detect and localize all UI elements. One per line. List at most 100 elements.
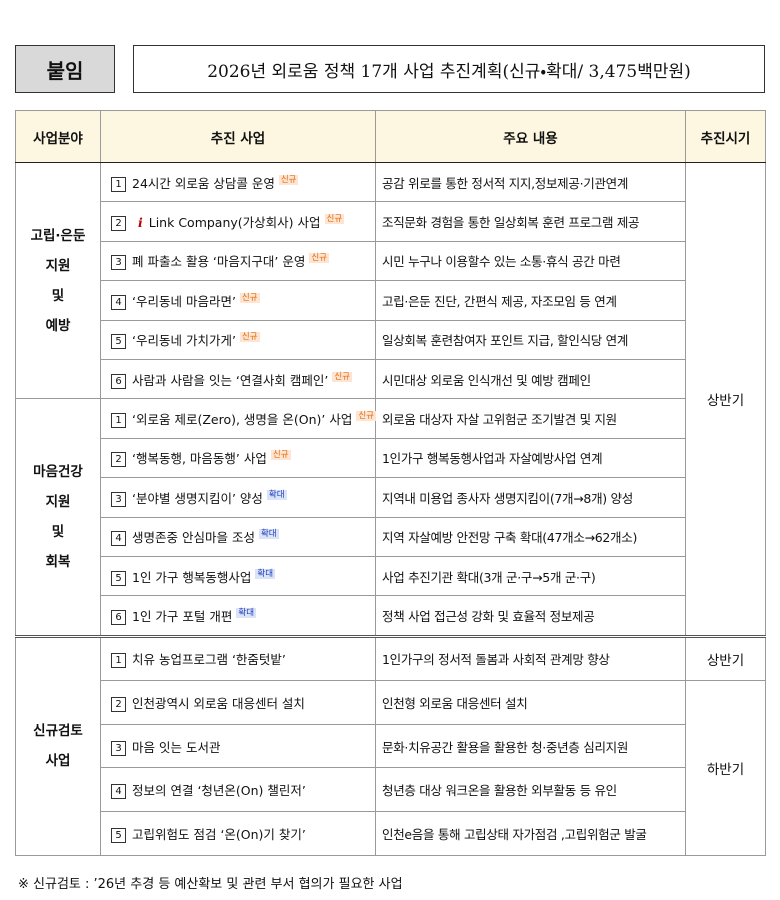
tag: 확대 [266, 489, 287, 500]
project-name: 24시간 외로움 상담콜 운영 [132, 175, 275, 191]
table-row: 4 정보의 연결 ‘청년온(On) 챌린저’ 청년층 대상 워크온을 활용한 외부활… [16, 767, 766, 813]
table-row: 4 ‘우리동네 마음라면’ 신규 고립·은둔 진단, 간편식 제공, 자조모임 등 연… [16, 280, 766, 321]
tag: 신규 [332, 371, 352, 382]
field-line: 및 [51, 287, 65, 304]
tag: 신규 [270, 450, 291, 461]
project-name: Link Company(가상회사) 사업 [148, 215, 321, 231]
content-cell: 인천e음을 통해 고립상태 자가점검 ,고립위험군 발굴 [375, 811, 686, 856]
project-cell: 2 인천광역시 외로움 대응센터 설치 [100, 680, 376, 725]
tag: 신규 [324, 214, 345, 225]
field-line: 회복 [45, 554, 71, 571]
table-row: 3 ‘분야별 생명지킴이’ 양성 확대 지역내 미용업 종사자 생명지킴이(7개→8개… [16, 477, 766, 518]
period-cell: 하반기 [685, 680, 766, 856]
item-number: 4 [111, 294, 126, 310]
content-cell: 조직문화 경험을 통한 일상회복 훈련 프로그램 제공 [375, 201, 686, 242]
content-cell: 시민대상 외로움 인식개선 및 예방 캠페인 [375, 358, 686, 400]
content-cell: 지역 자살예방 안전망 구축 확대(47개소→62개소) [375, 516, 686, 557]
content-cell: 시민 누구나 이용할수 있는 소통·휴식 공간 마련 [375, 240, 686, 282]
field-line: 마음건강 [33, 464, 83, 481]
icon: i [138, 215, 143, 231]
tag: 확대 [255, 568, 276, 579]
table-row: 신규검토 사업 1 치유 농업프로그램 ‘한줌텃밭’ 1인가구의 정서적 돌봄과 사회적… [15, 634, 766, 856]
table-row: 마음건강 지원 및 회복 1 ‘외로움 제로(Zero), 생명을 온(On)’ 사업 신규… [15, 398, 766, 637]
content-cell: 공감 위로를 통한 정서적 지지,정보제공·기관연계 [375, 161, 686, 203]
project-cell: 3 마음 잇는 도서관 [100, 723, 376, 769]
column-header: 추진 사업 [100, 110, 376, 163]
project-cell: 5 고립위험도 점검 ‘온(On)기 찾기’ [100, 811, 376, 856]
item-number: 1 [111, 653, 126, 669]
content-cell: 사업 추진기관 확대(3개 군·구→5개 군·구) [375, 555, 686, 597]
table-row: 5 1인 가구 행복동행사업 확대 사업 추진기관 확대(3개 군·구→5개 군·구) [16, 555, 766, 597]
table-row: 2 ‘행복동행, 마음동행’ 사업 신규 1인가구 행복동행사업과 자살예방사업 연계 [16, 437, 766, 479]
project-name: ‘우리동네 가치가게’ [132, 333, 236, 349]
project-name: ‘우리동네 마음라면’ [132, 293, 236, 309]
tag: 확대 [236, 607, 257, 618]
field-line: 및 [51, 524, 65, 541]
project-name: 인천광역시 외로움 대응센터 설치 [132, 696, 305, 712]
content-cell: 1인가구 행복동행사업과 자살예방사업 연계 [375, 437, 686, 479]
table-row: 2 인천광역시 외로움 대응센터 설치 인천형 외로움 대응센터 설치 하반기 [16, 680, 766, 856]
item-number: 6 [111, 609, 126, 625]
field-line: 예방 [45, 317, 71, 334]
item-number: 3 [111, 491, 126, 507]
field-line: 지원 [45, 257, 71, 274]
content-cell: 지역내 미용업 종사자 생명지킴이(7개→8개) 양성 [375, 477, 686, 518]
project-cell: 3 ‘분야별 생명지킴이’ 양성 확대 [100, 477, 376, 518]
project-name: 폐 파출소 활용 ‘마음지구대’ 운영 [132, 254, 306, 270]
field-line: 신규검토 [33, 723, 83, 740]
content-cell: 외로움 대상자 자살 고위험군 조기발견 및 지원 [375, 398, 686, 439]
tag: 신규 [278, 174, 299, 185]
field-cell: 고립·은둔 지원 및 예방 [15, 161, 101, 400]
table-row: 3 마음 잇는 도서관 문화·치유공간 활용을 활용한 청·중년층 심리지원 [16, 723, 766, 769]
tag: 신규 [239, 332, 260, 343]
project-cell: 1 24시간 외로움 상담콜 운영 신규 [100, 161, 376, 203]
column-header: 주요 내용 [375, 110, 686, 163]
table-row: 5 ‘우리동네 가치가게’ 신규 일상회복 훈련참여자 포인트 지급, 할인식당 연계 [16, 319, 766, 360]
table-row: 고립·은둔 지원 및 예방 1 24시간 외로움 상담콜 운영 신규 공감 위로를 통한 정서… [15, 161, 766, 637]
item-number: 2 [111, 452, 126, 468]
item-number: 6 [111, 373, 126, 389]
content-cell: 문화·치유공간 활용을 활용한 청·중년층 심리지원 [375, 723, 686, 769]
project-cell: 6 사람과 사람을 잇는 ‘연결사회 캠페인’ 신규 [100, 358, 376, 400]
project-cell: 4 ‘우리동네 마음라면’ 신규 [100, 280, 376, 321]
project-name: 고립위험도 점검 ‘온(On)기 찾기’ [132, 826, 306, 842]
item-number: 2 [111, 697, 126, 713]
badge: 붙임 [15, 45, 115, 93]
document-title: 2026년 외로움 정책 17개 사업 추진계획(신규・확대/ 3,475백만원… [133, 45, 765, 93]
project-cell: 2 i Link Company(가상회사) 사업 신규 [100, 201, 376, 242]
item-number: 2 [111, 216, 126, 232]
tag: 신규 [309, 253, 329, 264]
project-name: ‘분야별 생명지킴이’ 양성 [132, 490, 263, 506]
content-cell: 청년층 대상 워크온을 활용한 외부활동 등 유인 [375, 767, 686, 813]
item-number: 5 [111, 570, 126, 586]
table-row: 5 고립위험도 점검 ‘온(On)기 찾기’ 인천e음을 통해 고립상태 자가점검 … [16, 811, 766, 856]
table-row: 2 i Link Company(가상회사) 사업 신규 조직문화 경험을 통한 일상회… [16, 201, 766, 242]
tag: 확대 [258, 529, 279, 540]
content-cell: 1인가구의 정서적 돌봄과 사회적 관계망 향상 [375, 634, 686, 682]
project-cell: 3 폐 파출소 활용 ‘마음지구대’ 운영 신규 [100, 240, 376, 282]
project-cell: 1 ‘외로움 제로(Zero), 생명을 온(On)’ 사업 신규 [100, 398, 376, 439]
item-number: 5 [111, 334, 126, 350]
item-number: 4 [111, 784, 126, 800]
table-row: 3 폐 파출소 활용 ‘마음지구대’ 운영 신규 시민 누구나 이용할수 있는 소통·… [16, 240, 766, 282]
column-header: 추진시기 [685, 110, 766, 163]
project-name: 1인 가구 행복동행사업 [132, 569, 252, 585]
table-body: 고립·은둔 지원 및 예방 1 24시간 외로움 상담콜 운영 신규 공감 위로를 통한 정서… [15, 161, 766, 856]
project-cell: 2 ‘행복동행, 마음동행’ 사업 신규 [100, 437, 376, 479]
project-cell: 1 치유 농업프로그램 ‘한줌텃밭’ [100, 634, 376, 682]
content-cell: 인천형 외로움 대응센터 설치 [375, 680, 686, 725]
column-header: 사업분야 [15, 110, 101, 163]
project-name: ‘행복동행, 마음동행’ 사업 [132, 451, 267, 467]
item-number: 5 [111, 827, 126, 843]
project-cell: 5 ‘우리동네 가치가게’ 신규 [100, 319, 376, 360]
project-name: 사람과 사람을 잇는 ‘연결사회 캠페인’ [132, 372, 329, 388]
project-name: 정보의 연결 ‘청년온(On) 챌린저’ [132, 783, 306, 799]
period-cell: 상반기 [685, 634, 766, 682]
project-cell: 4 정보의 연결 ‘청년온(On) 챌린저’ [100, 767, 376, 813]
field-line: 사업 [45, 753, 71, 770]
field-cell: 마음건강 지원 및 회복 [15, 398, 101, 637]
header-row: 사업분야 추진 사업 주요 내용 추진시기 [15, 110, 766, 163]
